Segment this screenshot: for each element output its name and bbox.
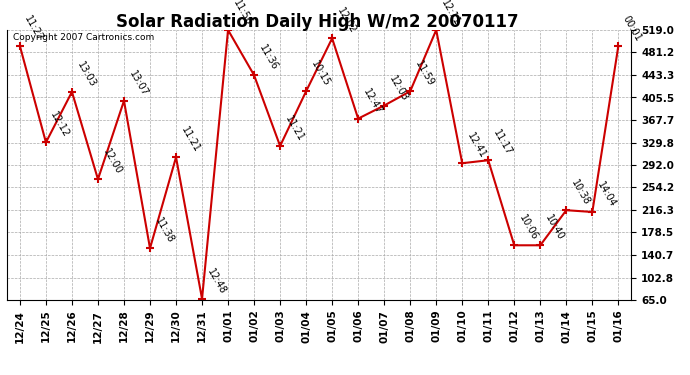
Text: 11:38: 11:38	[152, 216, 175, 246]
Text: 10:15: 10:15	[309, 59, 331, 88]
Text: 11:21: 11:21	[283, 114, 306, 143]
Text: 12:03: 12:03	[387, 74, 410, 103]
Text: 12:11: 12:11	[439, 0, 462, 27]
Text: 11:17: 11:17	[491, 128, 513, 158]
Text: 11:27: 11:27	[23, 14, 46, 43]
Text: 10:06: 10:06	[517, 213, 540, 243]
Text: 10:38: 10:38	[569, 178, 591, 207]
Text: 10:40: 10:40	[543, 213, 566, 243]
Text: 13:07: 13:07	[127, 69, 149, 98]
Text: Solar Radiation Daily High W/m2 20070117: Solar Radiation Daily High W/m2 20070117	[116, 13, 519, 31]
Text: 12:47: 12:47	[361, 87, 384, 116]
Text: 11:59: 11:59	[413, 59, 435, 88]
Text: 11:56: 11:56	[231, 0, 253, 27]
Text: 12:02: 12:02	[335, 6, 357, 36]
Text: 13:03: 13:03	[75, 60, 97, 89]
Text: 00:01: 00:01	[621, 14, 644, 43]
Text: 11:36: 11:36	[257, 44, 279, 72]
Text: Copyright 2007 Cartronics.com: Copyright 2007 Cartronics.com	[13, 33, 155, 42]
Text: 12:00: 12:00	[101, 147, 124, 177]
Text: 12:41: 12:41	[465, 131, 488, 160]
Text: 11:21: 11:21	[179, 125, 201, 154]
Text: 14:04: 14:04	[595, 180, 618, 209]
Text: 12:48: 12:48	[205, 267, 228, 296]
Text: 12:12: 12:12	[49, 110, 71, 140]
